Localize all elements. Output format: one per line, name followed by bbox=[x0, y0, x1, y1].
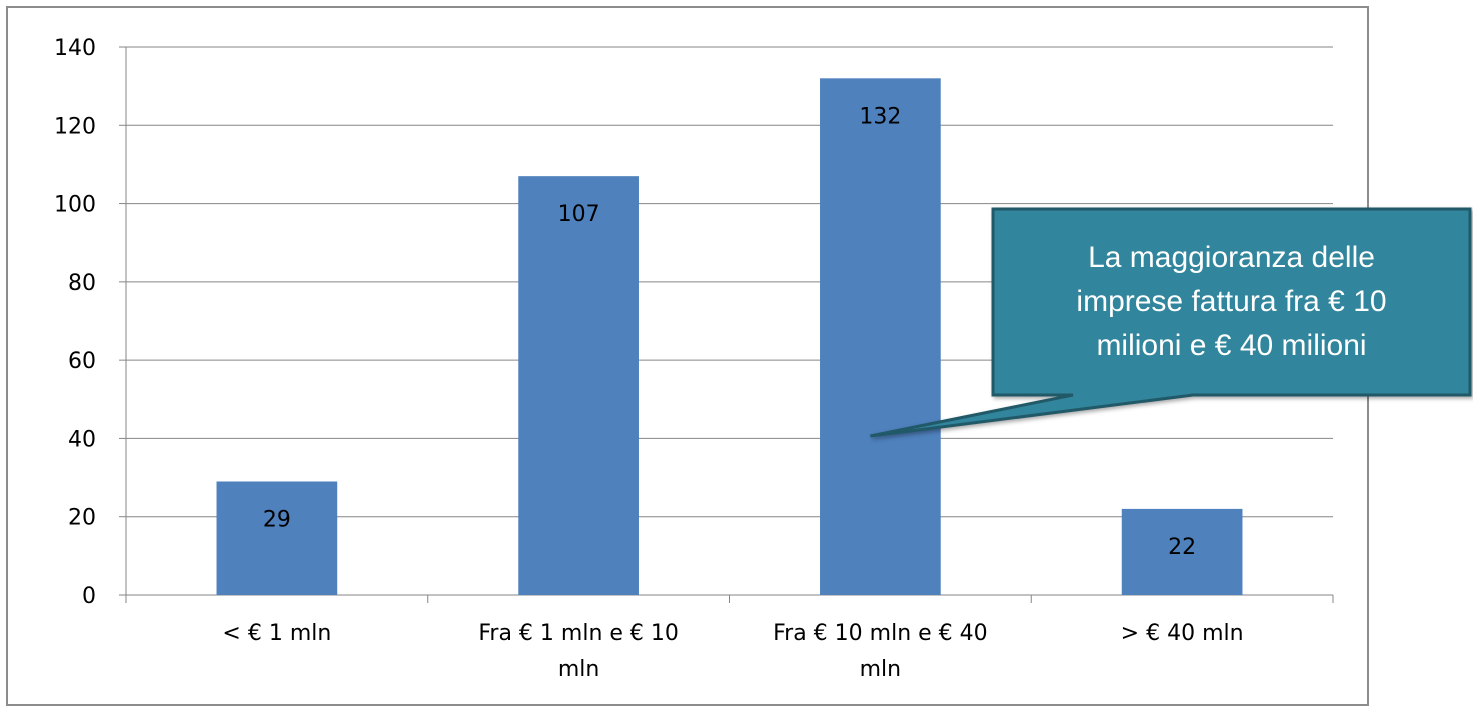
x-category-label: Fra € 1 mln e € 10 mln bbox=[478, 621, 679, 682]
callout-text-line: milioni e € 40 milioni bbox=[1096, 329, 1366, 362]
data-label: 22 bbox=[1168, 535, 1196, 560]
bar bbox=[518, 176, 639, 595]
y-tick-label: 120 bbox=[54, 114, 96, 139]
bar bbox=[216, 481, 338, 595]
bars bbox=[216, 78, 1243, 596]
data-label: 132 bbox=[859, 104, 901, 129]
callout-text-line: imprese fattura fra € 10 bbox=[1076, 285, 1386, 318]
labels: 0 20 40 60 80 100 120 140 29 < € 1 mln 107 Fra € 1 … bbox=[54, 36, 1244, 682]
y-tick-label: 140 bbox=[54, 36, 96, 61]
x-category-label: Fra € 10 mln e € 40 mln bbox=[773, 621, 988, 682]
y-tick-label: 60 bbox=[68, 349, 96, 374]
y-tick-label: 0 bbox=[82, 584, 96, 609]
y-tick-label: 80 bbox=[68, 271, 96, 296]
x-category-label: > € 40 mln bbox=[1121, 621, 1244, 646]
callout-bubble bbox=[870, 207, 1472, 438]
y-tick-label: 100 bbox=[54, 193, 96, 218]
bar bbox=[1121, 508, 1243, 595]
y-tick-label: 20 bbox=[68, 506, 96, 531]
callout: La maggioranza delle imprese fattura fra … bbox=[870, 207, 1472, 438]
data-label: 29 bbox=[263, 507, 291, 532]
y-tick-label: 40 bbox=[68, 427, 96, 452]
callout-text-line: La maggioranza delle bbox=[1088, 241, 1375, 274]
x-category-label: < € 1 mln bbox=[222, 621, 331, 646]
data-label: 107 bbox=[558, 202, 600, 227]
bar bbox=[820, 78, 941, 596]
